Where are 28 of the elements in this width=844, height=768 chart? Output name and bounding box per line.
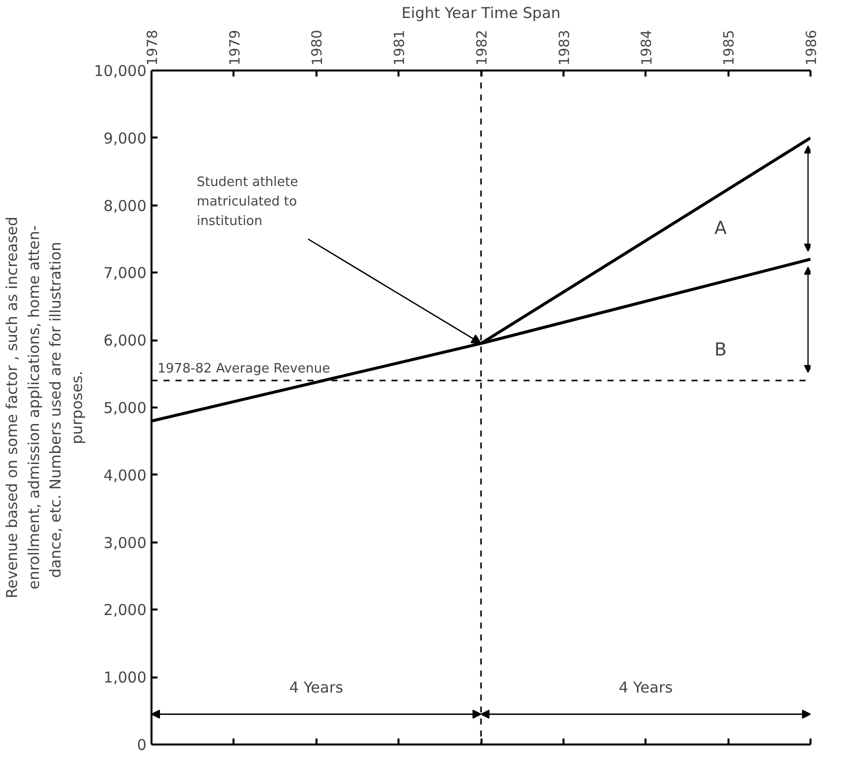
- y-tick-label: 3,000: [104, 534, 147, 552]
- y-tick-label: 1,000: [104, 668, 147, 687]
- annotation: 4 Years: [289, 678, 344, 696]
- y-tick-label: 6,000: [104, 332, 147, 350]
- y-tick-label: 5,000: [104, 399, 147, 417]
- y-tick-label: 10,000: [94, 62, 147, 80]
- y-tick-label: 9,000: [104, 129, 147, 148]
- x-tick-label: 1982: [474, 30, 490, 66]
- y-axis-title: Revenue based on some factor , such as increased enrollment, admission applications, home atten- dance, etc. Numbers used are for illustration purposes.: [3, 216, 86, 598]
- ref-line-label: 1978-82 Average Revenue: [158, 362, 330, 377]
- x-tick-label: 1978: [145, 30, 161, 66]
- y-tick-label: 7,000: [104, 264, 147, 282]
- annotation: Student athlete matriculated to institution: [196, 174, 298, 229]
- annotation: 4 Years: [618, 678, 673, 696]
- x-tick-label: 1979: [227, 30, 244, 66]
- annotation: B: [714, 339, 727, 360]
- x-tick-label: 1983: [556, 30, 573, 66]
- x-tick-label: 1986: [804, 30, 820, 66]
- y-tick-label: 8,000: [104, 196, 147, 215]
- x-tick-label: 1981: [392, 30, 408, 66]
- y-tick-label: 2,000: [104, 601, 147, 620]
- x-tick-label: 1984: [639, 30, 656, 66]
- x-tick-label: 1985: [722, 30, 738, 66]
- x-tick-label: 1980: [310, 30, 326, 66]
- y-tick-label: 0: [136, 736, 147, 754]
- x-axis-title: Eight Year Time Span: [401, 4, 561, 22]
- y-tick-label: 4,000: [104, 466, 147, 484]
- annotation: A: [714, 218, 728, 240]
